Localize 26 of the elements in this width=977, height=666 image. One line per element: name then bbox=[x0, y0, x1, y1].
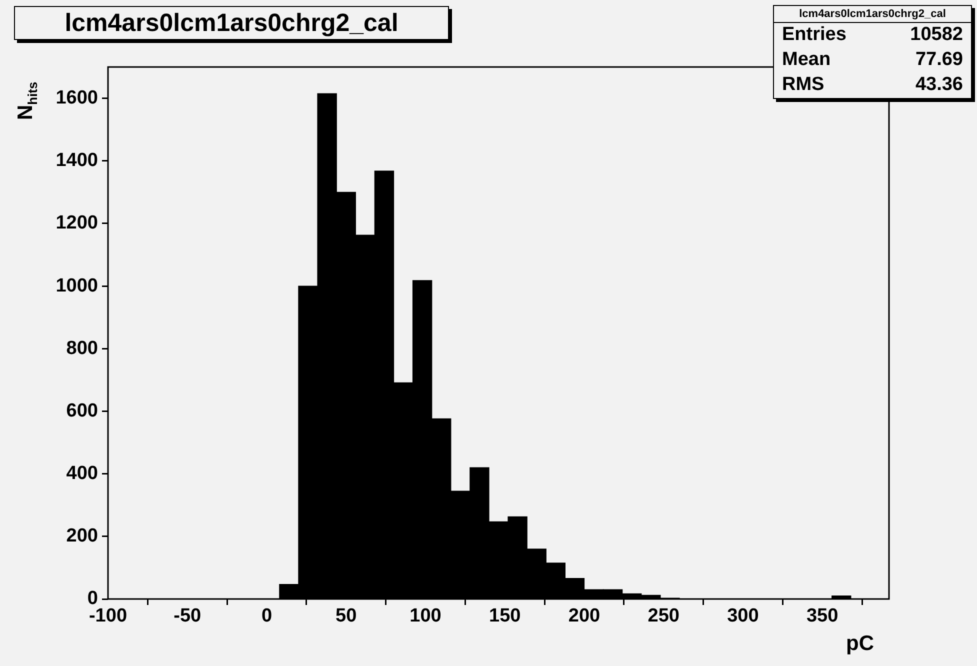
x-tick-label: 350 bbox=[806, 606, 838, 627]
y-tick-label: 800 bbox=[66, 338, 98, 359]
text: 10582 bbox=[910, 24, 963, 46]
y-tick-label: 1400 bbox=[56, 150, 98, 172]
x-tick-label: 50 bbox=[336, 606, 357, 627]
text: lcm4ars0lcm1ars0chrg2_cal bbox=[774, 6, 971, 23]
chart-title: lcm4ars0lcm1ars0chrg2_cal bbox=[14, 6, 449, 40]
x-tick-label: 300 bbox=[727, 606, 759, 627]
y-tick-label: 200 bbox=[66, 526, 98, 547]
x-tick-label: 100 bbox=[410, 606, 442, 627]
y-tick-label: 400 bbox=[66, 463, 98, 484]
y-tick-label: 1000 bbox=[56, 275, 98, 296]
text: Entries bbox=[782, 24, 846, 46]
annotation: RMS bbox=[782, 74, 824, 96]
x-tick-label: 250 bbox=[648, 606, 680, 627]
y-tick-label: 1200 bbox=[56, 212, 98, 234]
y-tick-label: 1600 bbox=[56, 88, 98, 109]
x-tick-label: 200 bbox=[568, 606, 600, 627]
text: 43.36 bbox=[915, 74, 963, 96]
y-tick-label: 600 bbox=[66, 400, 98, 422]
annotation: Mean bbox=[782, 49, 831, 71]
x-tick-label: 150 bbox=[489, 606, 521, 627]
text: 77.69 bbox=[915, 49, 963, 71]
x-axis-title: pC bbox=[846, 632, 874, 656]
x-tick-label: -50 bbox=[174, 606, 202, 627]
x-tick-label: 0 bbox=[261, 606, 272, 627]
